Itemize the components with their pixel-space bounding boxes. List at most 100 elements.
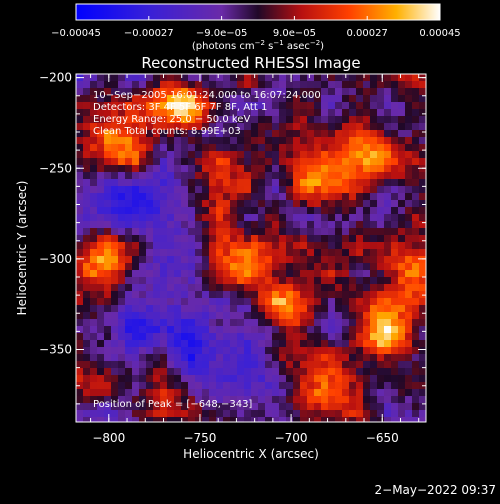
- heatmap-cell: [216, 123, 223, 130]
- heatmap-cell: [216, 326, 223, 333]
- heatmap-cell: [118, 347, 125, 354]
- heatmap-cell: [118, 102, 125, 109]
- heatmap-cell: [132, 158, 139, 165]
- heatmap-cell: [300, 172, 307, 179]
- heatmap-cell: [195, 298, 202, 305]
- heatmap-cell: [377, 165, 384, 172]
- heatmap-cell: [356, 368, 363, 375]
- heatmap-cell: [195, 291, 202, 298]
- heatmap-cell: [370, 123, 377, 130]
- heatmap-cell: [223, 389, 230, 396]
- x-tick-label: −700: [275, 431, 308, 445]
- heatmap-cell: [272, 249, 279, 256]
- heatmap-cell: [391, 249, 398, 256]
- heatmap-cell: [188, 109, 195, 116]
- heatmap-cell: [265, 102, 272, 109]
- heatmap-cell: [286, 165, 293, 172]
- heatmap-cell: [412, 116, 419, 123]
- heatmap-cell: [174, 193, 181, 200]
- heatmap-cell: [342, 144, 349, 151]
- heatmap-cell: [272, 312, 279, 319]
- heatmap-cell: [251, 277, 258, 284]
- heatmap-cell: [356, 179, 363, 186]
- heatmap-cell: [153, 326, 160, 333]
- heatmap-cell: [405, 137, 412, 144]
- heatmap-cell: [160, 410, 167, 417]
- heatmap-cell: [202, 263, 209, 270]
- heatmap-cell: [97, 158, 104, 165]
- heatmap-cell: [230, 130, 237, 137]
- heatmap-cell: [153, 130, 160, 137]
- heatmap-cell: [104, 130, 111, 137]
- heatmap-cell: [384, 319, 391, 326]
- heatmap-cell: [216, 305, 223, 312]
- heatmap-cell: [419, 284, 426, 291]
- heatmap-cell: [97, 389, 104, 396]
- heatmap-cell: [342, 361, 349, 368]
- heatmap-cell: [97, 95, 104, 102]
- heatmap-cell: [398, 326, 405, 333]
- heatmap-cell: [398, 235, 405, 242]
- heatmap-cell: [321, 116, 328, 123]
- heatmap-cell: [251, 88, 258, 95]
- heatmap-cell: [160, 207, 167, 214]
- heatmap-cell: [272, 326, 279, 333]
- heatmap-cell: [97, 319, 104, 326]
- heatmap-cell: [90, 74, 97, 81]
- heatmap-cell: [97, 368, 104, 375]
- heatmap-cell: [195, 361, 202, 368]
- heatmap-cell: [307, 284, 314, 291]
- heatmap-cell: [216, 116, 223, 123]
- heatmap-cell: [132, 277, 139, 284]
- heatmap-cell: [363, 417, 370, 422]
- heatmap-cell: [370, 81, 377, 88]
- heatmap-cell: [349, 312, 356, 319]
- heatmap-cell: [321, 284, 328, 291]
- heatmap-cell: [237, 410, 244, 417]
- heatmap-cell: [209, 200, 216, 207]
- heatmap-cell: [132, 375, 139, 382]
- heatmap-cell: [160, 88, 167, 95]
- heatmap-cell: [195, 228, 202, 235]
- heatmap-cell: [174, 228, 181, 235]
- heatmap-cell: [307, 326, 314, 333]
- heatmap-cell: [97, 207, 104, 214]
- heatmap-cell: [321, 214, 328, 221]
- heatmap-cell: [335, 389, 342, 396]
- heatmap-cell: [335, 263, 342, 270]
- heatmap-cell: [160, 396, 167, 403]
- heatmap-cell: [174, 74, 181, 81]
- heatmap-cell: [216, 298, 223, 305]
- heatmap-cell: [230, 340, 237, 347]
- heatmap-cell: [398, 403, 405, 410]
- heatmap-cell: [335, 277, 342, 284]
- heatmap-cell: [377, 333, 384, 340]
- heatmap-cell: [209, 249, 216, 256]
- heatmap-cell: [335, 158, 342, 165]
- heatmap-cell: [188, 347, 195, 354]
- heatmap-cell: [76, 312, 83, 319]
- heatmap-cell: [356, 130, 363, 137]
- heatmap-cell: [195, 256, 202, 263]
- y-tick-label: −300: [39, 252, 72, 266]
- heatmap-cell: [104, 354, 111, 361]
- heatmap-cell: [300, 263, 307, 270]
- x-tick-label: −650: [366, 431, 399, 445]
- heatmap-cell: [265, 74, 272, 81]
- heatmap-cell: [167, 221, 174, 228]
- heatmap-cell: [244, 354, 251, 361]
- heatmap-cell: [342, 123, 349, 130]
- heatmap-cell: [321, 123, 328, 130]
- y-axis-ticks: −200−250−300−350: [39, 71, 426, 405]
- heatmap-cell: [405, 235, 412, 242]
- heatmap-cell: [335, 130, 342, 137]
- heatmap-cell: [174, 130, 181, 137]
- heatmap-cell: [209, 361, 216, 368]
- heatmap-cell: [97, 242, 104, 249]
- heatmap-cell: [125, 109, 132, 116]
- heatmap-cell: [384, 326, 391, 333]
- heatmap-cell: [153, 74, 160, 81]
- heatmap-cell: [111, 417, 118, 422]
- heatmap-cell: [349, 375, 356, 382]
- heatmap-cell: [300, 95, 307, 102]
